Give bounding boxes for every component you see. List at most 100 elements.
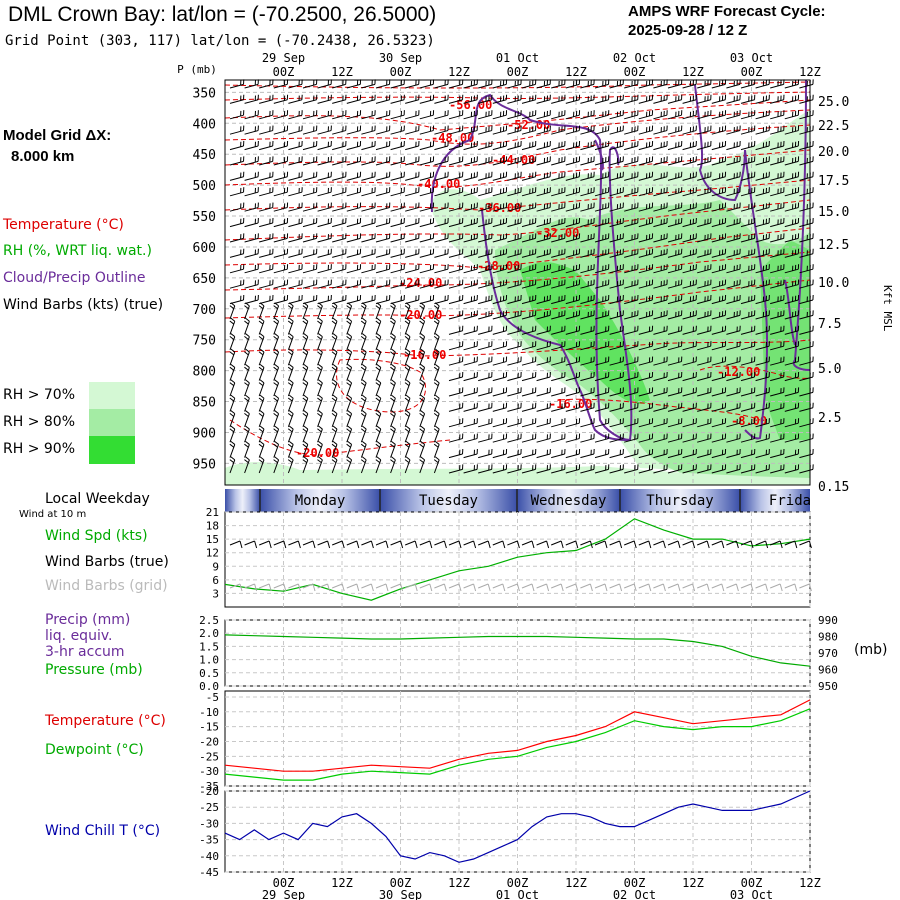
wind-barb [244, 284, 259, 289]
wind-barb [638, 130, 653, 135]
wind-barb [594, 145, 609, 151]
wind-barb [478, 407, 492, 412]
wind-barb-feather [229, 305, 235, 310]
wind-barb [770, 453, 784, 459]
wind-barb [463, 130, 478, 135]
wind-barb [697, 422, 711, 428]
wind-barb [448, 314, 463, 320]
wind-barb [565, 468, 580, 474]
wind-barb [799, 407, 814, 412]
wind-barb [653, 330, 668, 335]
wind-barb [405, 114, 419, 120]
weekday-label-5: Frida [769, 493, 811, 509]
wind-barb-feather [361, 363, 367, 368]
wind-barb [492, 468, 507, 474]
wind-barb [755, 145, 770, 151]
wind-barb [229, 367, 236, 381]
wind-barb [507, 268, 522, 274]
wind-barb [419, 336, 426, 350]
wind-barb [478, 391, 492, 397]
wind-barb [375, 176, 390, 181]
wind-barb-feather [258, 443, 264, 448]
wind-barb-true-feather [721, 540, 725, 549]
wind-barb-feather [332, 363, 338, 368]
wind-barb [390, 351, 396, 366]
wind-barb-feather [405, 302, 411, 307]
wind-barb-feather [302, 335, 308, 340]
wind-barb-true [492, 540, 503, 546]
wind-barb [434, 268, 449, 274]
wind-barb [463, 407, 478, 412]
wind-barb [536, 284, 551, 289]
wind-barb [405, 145, 419, 151]
wind-barb [273, 299, 288, 305]
wind-barb [463, 453, 478, 459]
wind-barb [521, 422, 536, 428]
wind-barb-feather [405, 333, 411, 338]
wind-barb [755, 160, 770, 166]
wind-barb [521, 468, 536, 474]
wind-barb [390, 382, 396, 397]
kft-tick: 22.5 [818, 119, 849, 134]
wind-barb-grid [463, 583, 474, 589]
wind-barb-feather [420, 425, 425, 430]
wind-barb [361, 284, 376, 289]
wind-barb-feather [433, 320, 439, 325]
wind-barb-feather [244, 428, 249, 433]
wind-barb [653, 268, 668, 274]
wind-barb [667, 191, 682, 197]
legend-pressure: Pressure (mb) [45, 662, 143, 678]
wind-barb-true [332, 540, 343, 546]
wind-barb [521, 391, 536, 397]
wind-barb-feather [245, 363, 250, 368]
wind-barb [770, 253, 784, 258]
wind-barb [434, 99, 449, 104]
wind-barb [580, 99, 595, 104]
wind-barb [536, 299, 551, 305]
wind-barb-feather [229, 382, 235, 387]
wind-barb [521, 191, 536, 197]
wind-barb [624, 314, 638, 320]
wind-barb [521, 222, 536, 228]
wind-barb [433, 351, 440, 366]
wind-barb [419, 351, 426, 366]
wind-barb [405, 222, 419, 228]
wind-barb [390, 207, 405, 212]
wind-barb-feather [391, 440, 396, 445]
wind-barb [390, 160, 405, 166]
wind-barb [346, 176, 361, 181]
wind-barb [317, 222, 332, 228]
wind-barb [463, 114, 478, 120]
wind-barb-feather [274, 379, 279, 384]
wind-barb [302, 83, 317, 89]
wind-barb [726, 284, 741, 289]
wind-barb [770, 145, 784, 151]
wind-barb [740, 376, 755, 382]
wind-barb-feather [317, 335, 322, 340]
forecast-cycle-value: 2025-09-28 / 12 Z [628, 22, 748, 39]
wind-barb [536, 391, 551, 397]
wind-barb-feather [361, 410, 367, 415]
wind-barb [375, 413, 382, 427]
wind-barb [507, 176, 522, 181]
wind-barb [463, 314, 478, 320]
wind-barb [799, 391, 814, 397]
wind-barb [682, 330, 697, 335]
wind-barb-grid-feather [458, 583, 462, 592]
wind-barb [507, 438, 522, 443]
wind-barb [726, 299, 741, 305]
wind-barb [697, 176, 711, 181]
legend-precip-accum: 3-hr accum [45, 644, 125, 660]
wind-barb [638, 237, 653, 243]
pressure-tick: 950 [193, 457, 216, 472]
wind-barb-feather [361, 302, 367, 307]
wind-barb-feather [302, 428, 308, 433]
wind-barb [521, 361, 536, 366]
wind-barb-feather [391, 456, 396, 461]
wind-barb [784, 361, 799, 366]
wind-barb [711, 407, 726, 412]
wind-barb [551, 207, 565, 212]
wind-barb-feather [230, 302, 236, 307]
wind-barb [551, 453, 565, 459]
wind-barb-feather [317, 351, 322, 356]
